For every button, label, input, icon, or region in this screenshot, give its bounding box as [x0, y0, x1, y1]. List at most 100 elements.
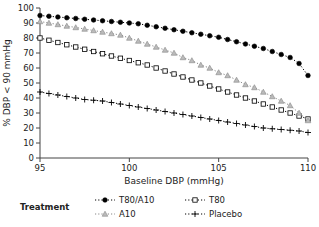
point — [190, 30, 195, 35]
point — [207, 33, 212, 38]
point — [154, 24, 159, 29]
point — [288, 111, 292, 115]
point — [225, 73, 231, 78]
legend-label: T80 — [208, 195, 225, 205]
point — [270, 105, 274, 109]
point — [207, 65, 213, 70]
series-line — [40, 22, 308, 121]
x-axis — [40, 158, 308, 159]
point — [144, 41, 150, 46]
legend-marker — [103, 198, 108, 203]
point — [55, 92, 61, 98]
legend-marker — [193, 198, 197, 202]
point — [136, 61, 140, 65]
x-tick-label: 105 — [211, 163, 227, 173]
point — [269, 94, 275, 99]
point — [278, 98, 284, 103]
point — [261, 102, 265, 106]
x-tick — [40, 158, 41, 162]
point — [127, 21, 132, 26]
point — [145, 63, 149, 67]
y-tick-label: 10 — [23, 138, 34, 148]
point — [91, 49, 95, 53]
point — [64, 23, 70, 28]
point — [199, 32, 204, 37]
point — [216, 87, 220, 91]
point — [242, 122, 248, 128]
point — [225, 90, 229, 94]
y-tick — [36, 143, 40, 144]
point — [56, 40, 60, 44]
point — [65, 43, 69, 47]
series — [38, 13, 311, 78]
point — [279, 52, 284, 57]
point — [190, 78, 194, 82]
y-tick-label: 90 — [23, 18, 34, 28]
point — [73, 95, 79, 101]
point — [216, 70, 222, 75]
y-axis — [40, 8, 41, 158]
point — [136, 21, 141, 26]
legend-label: A10 — [119, 209, 136, 219]
point — [47, 14, 52, 19]
y-tick — [36, 83, 40, 84]
point — [243, 96, 247, 100]
point — [208, 84, 212, 88]
y-tick-label: 20 — [23, 123, 34, 133]
point — [171, 50, 177, 55]
y-tick — [36, 113, 40, 114]
y-tick-label: 50 — [23, 78, 34, 88]
point — [91, 97, 97, 103]
point — [153, 44, 159, 49]
point — [100, 29, 106, 34]
point — [305, 118, 311, 123]
point — [279, 108, 283, 112]
point — [261, 46, 266, 51]
legend-marker — [192, 211, 198, 217]
point — [56, 15, 61, 20]
point — [181, 29, 186, 34]
series-line — [40, 92, 308, 133]
point — [100, 18, 105, 23]
point — [297, 61, 302, 66]
point — [207, 116, 213, 122]
point — [47, 38, 51, 42]
point — [46, 91, 52, 97]
point — [46, 20, 52, 25]
point — [135, 104, 141, 110]
point — [82, 26, 88, 31]
plot-area — [37, 13, 311, 135]
y-tick-label: 60 — [23, 63, 34, 73]
point — [100, 98, 106, 104]
point — [270, 49, 275, 54]
x-tick — [218, 158, 219, 162]
point — [108, 100, 114, 106]
point — [216, 118, 222, 124]
point — [278, 127, 284, 133]
x-axis-label: Baseline DBP (mmHg) — [124, 176, 223, 186]
point — [287, 103, 293, 108]
point — [153, 107, 159, 113]
point — [82, 17, 87, 22]
point — [82, 47, 86, 51]
point — [171, 110, 177, 116]
y-tick-label: 100 — [18, 3, 34, 13]
legend-title: Treatment — [20, 202, 69, 212]
point — [234, 93, 238, 97]
point — [260, 125, 266, 131]
point — [216, 35, 221, 40]
y-tick-label: 0 — [29, 153, 34, 163]
point — [37, 19, 43, 24]
point — [198, 115, 204, 121]
series — [38, 36, 310, 121]
y-tick-label: 30 — [23, 108, 34, 118]
point — [73, 16, 78, 21]
point — [296, 128, 302, 134]
y-tick-label: 80 — [23, 33, 34, 43]
point — [118, 56, 122, 60]
point — [100, 52, 104, 56]
point — [117, 101, 123, 107]
point — [172, 27, 177, 32]
point — [65, 15, 70, 20]
legend-marker — [102, 211, 108, 216]
